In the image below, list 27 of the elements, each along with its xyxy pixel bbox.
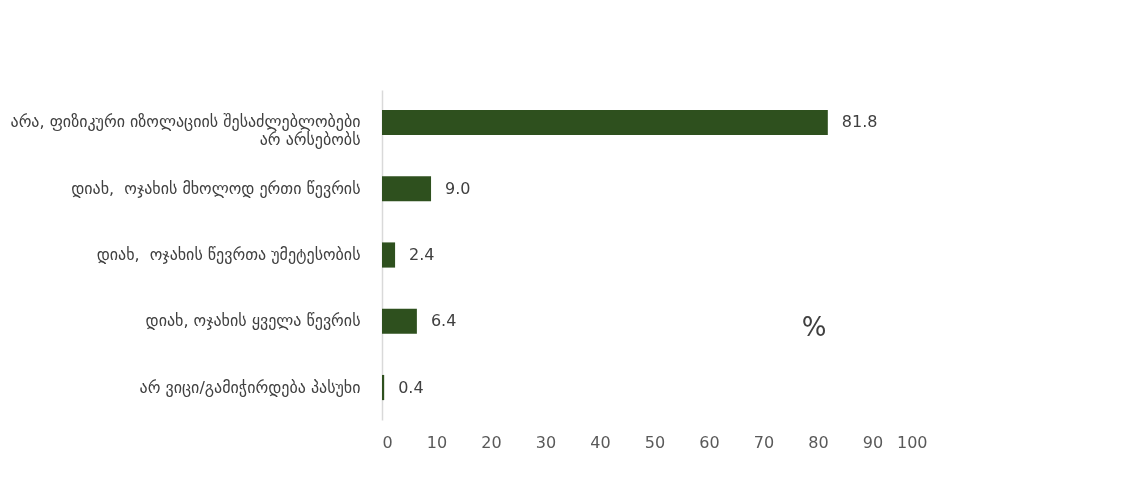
bar (382, 176, 432, 202)
x-tick-label: 0 (382, 432, 393, 452)
x-tick-label: 100 (896, 432, 928, 452)
y-tick-label: დიახ, ოჯახის მხოლოდ ერთი წევრის (71, 178, 361, 198)
x-tick-label: 30 (535, 432, 557, 452)
x-tick-label: 50 (644, 432, 666, 452)
data-label: 0.4 (398, 377, 424, 397)
x-tick-label: 90 (862, 432, 884, 452)
annotation: % (801, 312, 827, 342)
y-tick-label: დიახ, ოჯახის წევრთა უმეტესობის (96, 245, 361, 264)
x-tick-label: 40 (590, 432, 611, 452)
bar (382, 374, 385, 401)
y-tick-label: არა, ფიზიკური იზოლაციის შესაძლებლობები არ არსებობს (10, 112, 361, 150)
x-tick-label: 80 (808, 432, 829, 452)
x-tick-label: 10 (426, 432, 448, 452)
bar (382, 242, 396, 268)
x-tick-label: 70 (753, 432, 775, 452)
data-label: 2.4 (409, 245, 435, 264)
data-label: 81.8 (841, 112, 878, 132)
x-tick-label: 60 (699, 432, 720, 452)
y-tick-label: არ ვიცი/გამიჭირდება პასუხი (139, 377, 361, 397)
x-tick-label: 20 (481, 432, 502, 452)
data-label: 6.4 (430, 311, 457, 331)
bar (382, 308, 417, 334)
y-tick-label: დიახ, ოჯახის ყველა წევრის (145, 311, 361, 331)
bar (382, 109, 828, 136)
data-label: 9.0 (445, 178, 471, 198)
